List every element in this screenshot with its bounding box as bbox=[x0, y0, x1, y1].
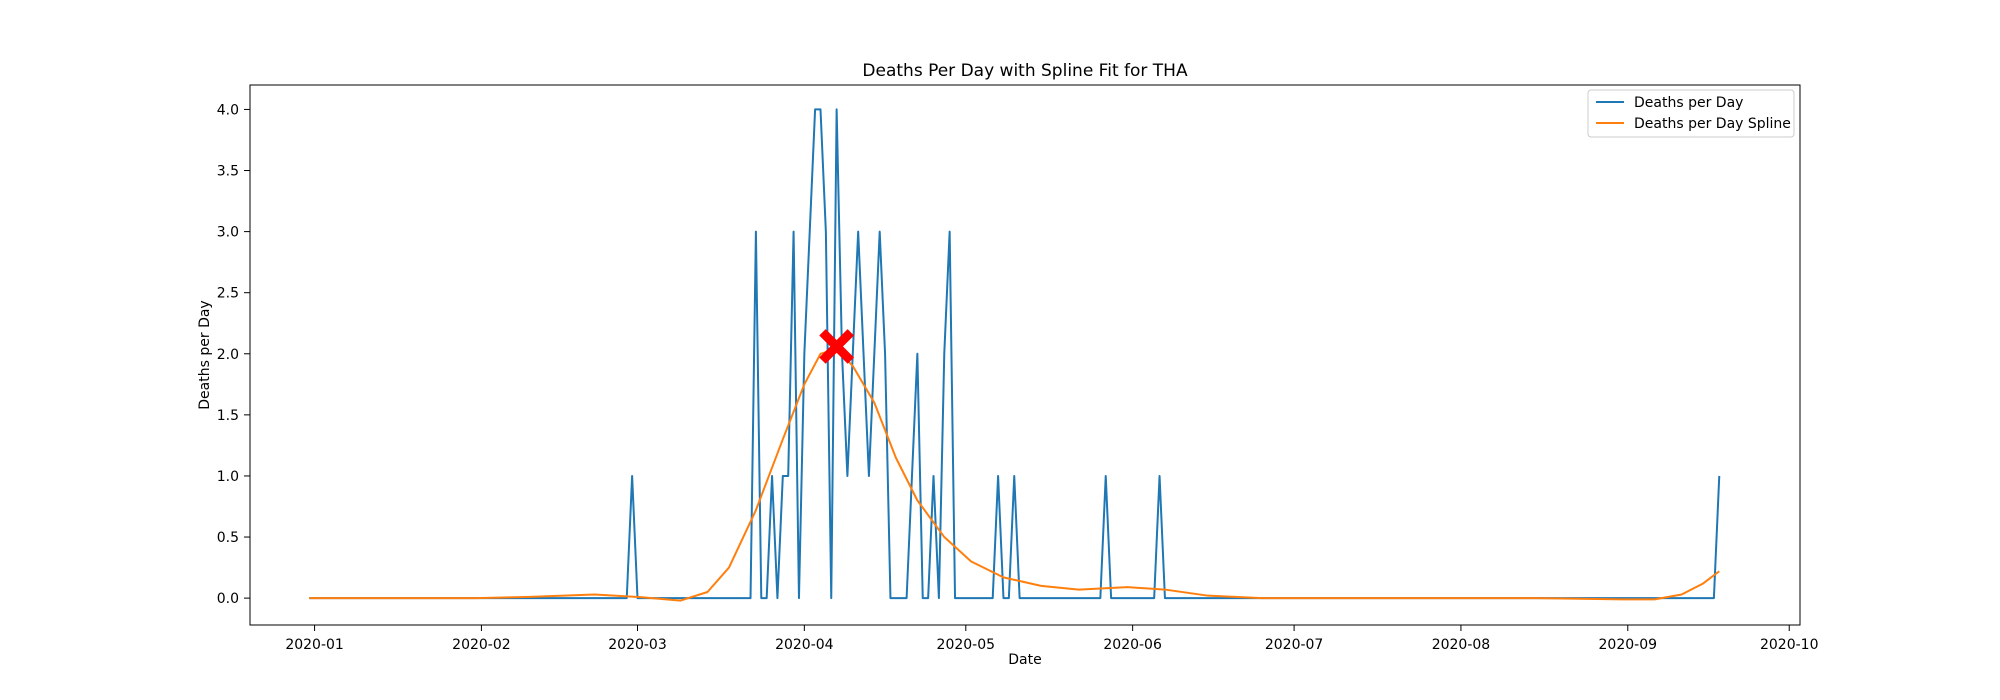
x-tick-label: 2020-05 bbox=[937, 637, 996, 653]
x-tick-label: 2020-09 bbox=[1599, 637, 1658, 653]
peak-marker bbox=[819, 329, 854, 364]
y-tick-label: 2.5 bbox=[217, 286, 239, 302]
x-tick-label: 2020-02 bbox=[452, 637, 511, 653]
y-tick-label: 0.0 bbox=[217, 591, 239, 607]
y-tick-label: 2.0 bbox=[217, 347, 239, 363]
plot-frame bbox=[249, 84, 1801, 626]
legend-label-deaths-per-day: Deaths per Day bbox=[1634, 95, 1743, 111]
x-tick-label: 2020-03 bbox=[608, 637, 667, 653]
y-tick-label: 0.5 bbox=[217, 530, 239, 546]
y-tick-label: 1.5 bbox=[217, 408, 239, 424]
y-tick-label: 1.0 bbox=[217, 469, 239, 485]
series-line-deaths-per-day bbox=[309, 108, 1721, 600]
series-line-spline bbox=[309, 347, 1720, 602]
y-axis: 0.0 0.5 1.0 1.5 2.0 2.5 3.0 3.5 4.0 bbox=[217, 102, 250, 607]
x-tick-label: 2020-07 bbox=[1265, 637, 1324, 653]
x-tick-label: 2020-10 bbox=[1760, 637, 1819, 653]
y-tick-label: 4.0 bbox=[217, 102, 239, 118]
x-axis: 2020-01 2020-02 2020-03 2020-04 2020-05 2020-… bbox=[285, 625, 1818, 653]
marker-layer bbox=[819, 329, 854, 364]
x-tick-label: 2020-08 bbox=[1432, 637, 1491, 653]
series-layer bbox=[309, 108, 1721, 602]
peak-marker-stroke-b bbox=[819, 329, 854, 364]
x-tick-label: 2020-04 bbox=[775, 637, 834, 653]
y-tick-label: 3.0 bbox=[217, 225, 239, 241]
y-axis-label: Deaths per Day bbox=[197, 300, 213, 409]
y-tick-label: 3.5 bbox=[217, 164, 239, 180]
plot-area bbox=[309, 108, 1721, 602]
chart-title: Deaths Per Day with Spline Fit for THA bbox=[862, 61, 1188, 81]
x-tick-label: 2020-06 bbox=[1103, 637, 1162, 653]
legend-label-spline: Deaths per Day Spline bbox=[1634, 116, 1791, 132]
legend: Deaths per Day Deaths per Day Spline bbox=[1587, 89, 1795, 138]
legend-box bbox=[1587, 89, 1795, 138]
x-axis-label: Date bbox=[1008, 652, 1041, 668]
x-tick-label: 2020-01 bbox=[285, 637, 344, 653]
